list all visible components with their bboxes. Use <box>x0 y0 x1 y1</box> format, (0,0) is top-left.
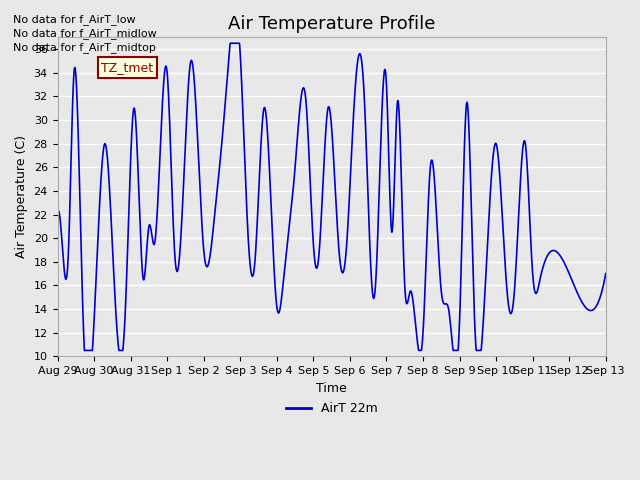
Title: Air Temperature Profile: Air Temperature Profile <box>228 15 435 33</box>
Text: No data for f_AirT_midtop: No data for f_AirT_midtop <box>13 42 156 53</box>
Text: No data for f_AirT_midlow: No data for f_AirT_midlow <box>13 28 157 39</box>
Legend: AirT 22m: AirT 22m <box>281 397 383 420</box>
Text: TZ_tmet: TZ_tmet <box>101 61 154 74</box>
Y-axis label: Air Temperature (C): Air Temperature (C) <box>15 135 28 258</box>
X-axis label: Time: Time <box>316 382 347 395</box>
Text: No data for f_AirT_low: No data for f_AirT_low <box>13 13 136 24</box>
